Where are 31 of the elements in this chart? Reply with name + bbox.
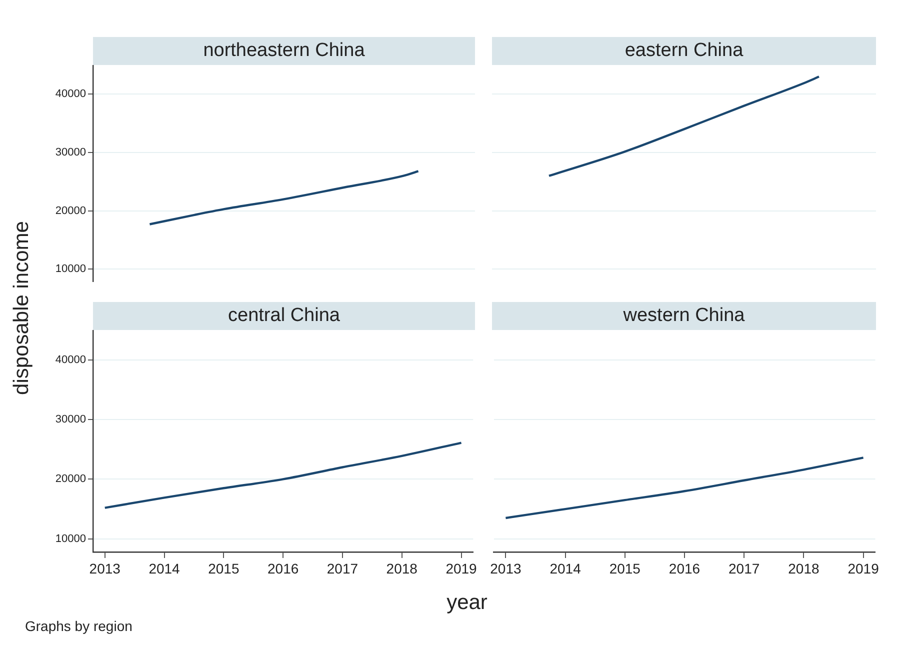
- x-tick-label: 2015: [609, 560, 641, 576]
- y-tick-label: 30000: [55, 146, 86, 159]
- line-series: [148, 170, 420, 226]
- chart-title: central China: [93, 302, 475, 330]
- y-tick-label: 10000: [55, 532, 86, 545]
- text: Graphs by region: [25, 618, 132, 634]
- x-tick-label: 2015: [208, 560, 240, 576]
- y-tick-label: 40000: [55, 354, 86, 366]
- x-tick-label: 2018: [788, 560, 820, 576]
- x-axis-title: year: [446, 591, 488, 615]
- x-tick-label: 2019: [848, 560, 880, 576]
- y-tick-label: 10000: [55, 263, 86, 276]
- y-axis-title: disposable income: [10, 221, 34, 395]
- chart-title: eastern China: [492, 37, 876, 65]
- y-tick-label: 40000: [55, 88, 86, 100]
- line-series: [104, 442, 462, 509]
- x-tick-label: 2017: [326, 560, 358, 576]
- x-tick-label: 2017: [728, 560, 760, 576]
- x-tick-label: 2013: [89, 560, 121, 576]
- y-tick-label: 20000: [55, 204, 86, 217]
- x-tick-label: 2018: [386, 560, 418, 576]
- x-tick-label: 2014: [148, 560, 180, 576]
- chart-title: western China: [492, 302, 876, 330]
- y-tick-label: 30000: [55, 414, 86, 426]
- x-tick-label: 2013: [490, 560, 522, 576]
- y-tick-label: 20000: [55, 473, 86, 486]
- x-tick-label: 2014: [550, 560, 582, 576]
- chart-title: northeastern China: [93, 37, 475, 65]
- x-tick-label: 2016: [267, 560, 299, 576]
- x-tick-label: 2019: [446, 560, 478, 576]
- x-tick-label: 2016: [668, 560, 700, 576]
